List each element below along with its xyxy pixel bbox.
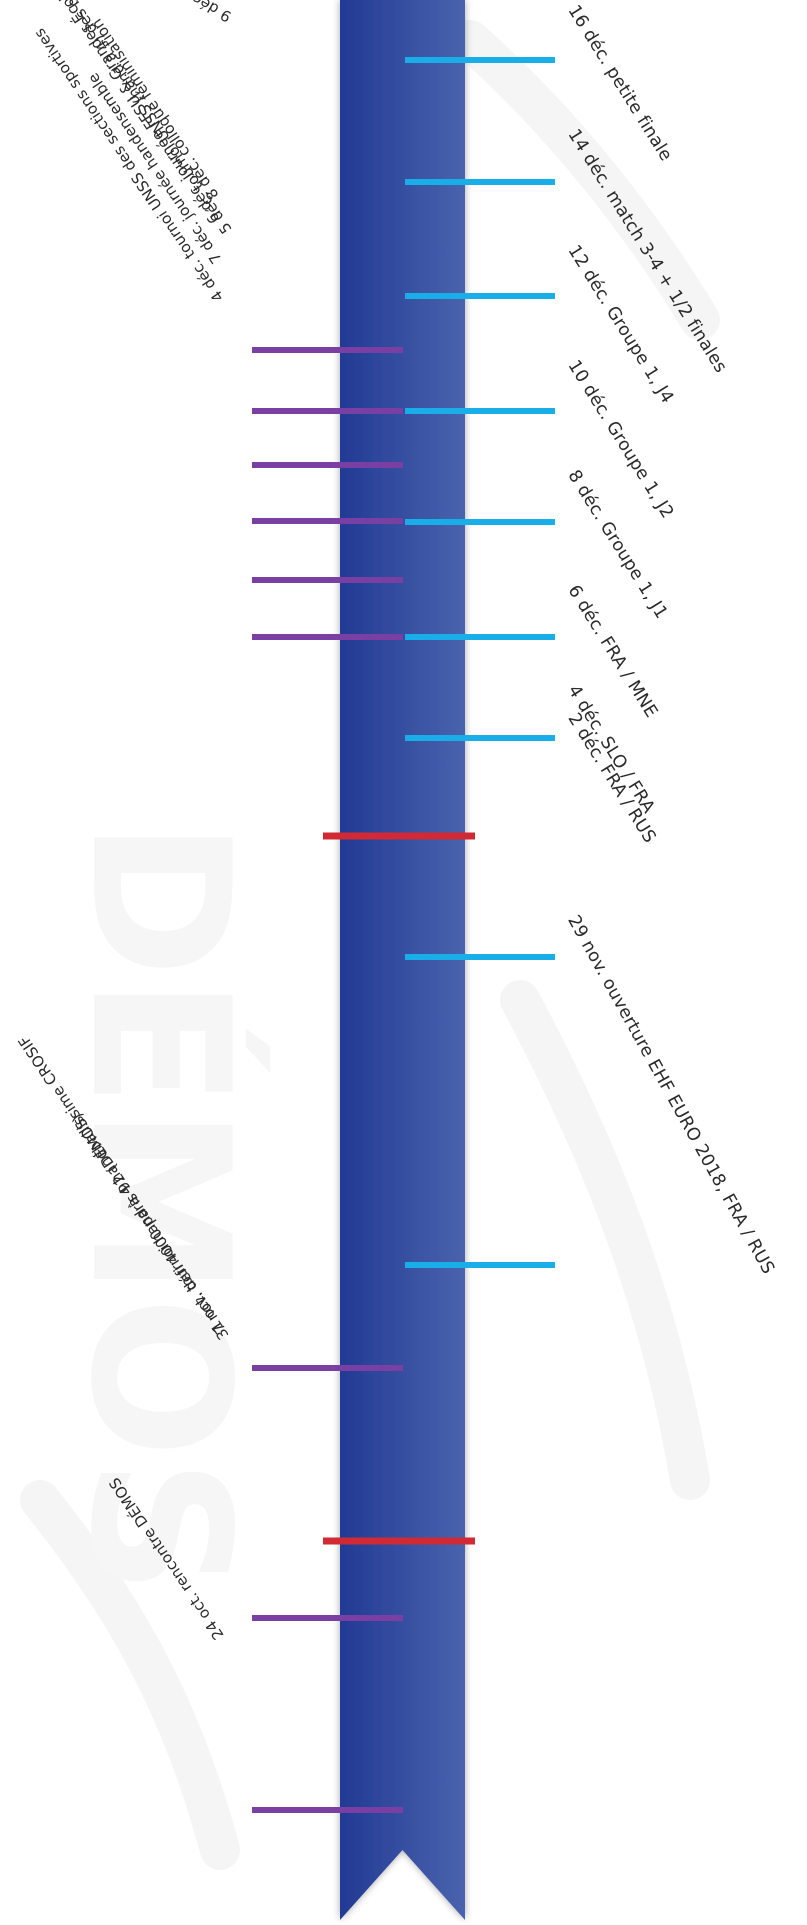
timeline-ribbon xyxy=(340,0,465,1920)
tick-group xyxy=(252,57,555,1813)
